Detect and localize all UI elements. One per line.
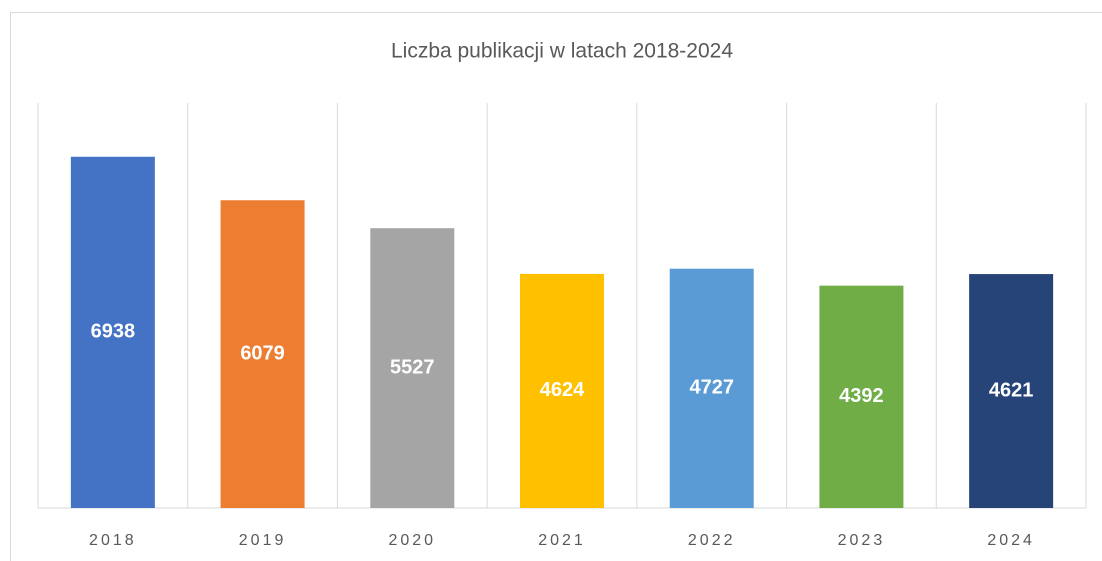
- bar: [819, 285, 904, 508]
- bar: [70, 156, 155, 509]
- value-label: 4624: [540, 379, 585, 401]
- value-label: 4727: [689, 377, 734, 399]
- chart-title: Liczba publikacji w latach 2018-2024: [391, 40, 733, 63]
- value-label: 4392: [839, 385, 884, 407]
- x-tick-label: 2022: [688, 532, 736, 549]
- x-tick-label: 2019: [239, 532, 287, 549]
- value-label: 4621: [989, 379, 1034, 401]
- bar: [220, 200, 305, 509]
- value-label: 6079: [240, 342, 285, 364]
- value-label: 6938: [91, 321, 136, 343]
- x-tick-label: 2020: [388, 532, 436, 549]
- bar: [669, 268, 754, 508]
- bar: [969, 274, 1054, 508]
- x-tick-label: 2024: [987, 532, 1035, 549]
- bar: [370, 228, 455, 508]
- bar: [520, 273, 604, 508]
- x-tick-label: 2021: [538, 532, 586, 549]
- x-tick-label: 2023: [838, 532, 886, 549]
- value-label: 5527: [390, 356, 435, 378]
- x-tick-label: 2018: [89, 532, 137, 549]
